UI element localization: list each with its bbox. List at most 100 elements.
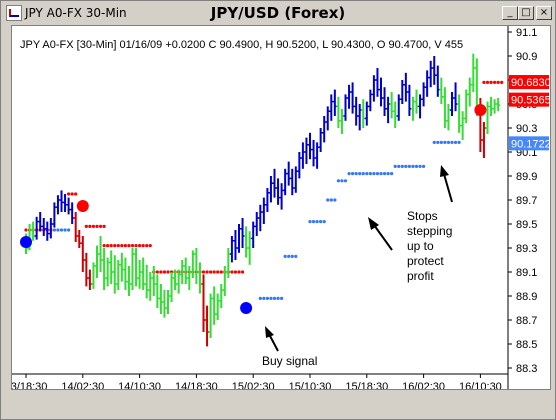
- price-bar: [126, 266, 131, 296]
- price-bar: [435, 65, 440, 97]
- price-tag-box: [509, 92, 549, 107]
- long-stop-dot: [315, 220, 319, 224]
- long-stop-dot: [411, 164, 415, 168]
- price-bar: [272, 168, 277, 198]
- price-bar: [38, 212, 43, 232]
- price-bar: [190, 250, 195, 278]
- stops-arrow-1: [368, 217, 393, 251]
- y-tick-label: 89.7: [516, 195, 537, 207]
- price-bar: [464, 89, 469, 124]
- short-stop-dot: [209, 270, 213, 274]
- short-stop-dot: [113, 244, 117, 248]
- price-bar: [155, 274, 160, 308]
- y-tick-label: 88.5: [516, 339, 537, 351]
- x-tick-label: 13/18:30: [12, 381, 47, 389]
- short-stop-dot: [130, 244, 135, 248]
- short-stop-dot: [138, 244, 142, 248]
- short-stop-dot: [166, 270, 170, 274]
- long-stop-dot: [443, 140, 447, 144]
- price-bar: [187, 266, 192, 290]
- stops-annotation-line-2: stepping: [407, 224, 452, 238]
- short-stop-dot: [237, 270, 241, 274]
- long-stop-dot: [354, 172, 358, 176]
- ohlc-chart[interactable]: JPY A0-FX [30-Min] 01/16/09 +0.0200 C 90…: [5, 26, 551, 393]
- long-stop-dot: [336, 179, 340, 183]
- short-stop-dot: [155, 270, 159, 274]
- long-stop-dot: [407, 164, 411, 168]
- short-stop-dot: [489, 80, 493, 84]
- short-stop-dot: [500, 80, 504, 84]
- price-bar: [446, 104, 451, 131]
- short-stop-dot: [84, 224, 88, 228]
- price-bar: [265, 188, 270, 212]
- price-bar: [485, 101, 490, 134]
- short-stop-dot: [230, 270, 234, 274]
- price-bar: [102, 248, 107, 290]
- y-tick-label: 90.9: [516, 51, 537, 63]
- maximize-button[interactable]: □: [518, 6, 534, 20]
- long-stop-dot: [290, 254, 294, 258]
- long-stop-dot: [453, 140, 458, 144]
- price-bar: [300, 142, 305, 169]
- price-bar: [80, 236, 85, 272]
- minimize-button[interactable]: _: [502, 6, 518, 20]
- short-stop-dot: [91, 224, 96, 228]
- price-bar: [130, 248, 135, 290]
- price-bar: [162, 290, 167, 318]
- long-stop-dot: [439, 140, 443, 144]
- price-bar: [144, 264, 149, 299]
- short-stop-dot: [216, 270, 220, 274]
- chart-app-icon[interactable]: [6, 5, 22, 21]
- price-bar: [496, 98, 501, 112]
- price-bar: [293, 166, 298, 193]
- price-bar: [31, 221, 36, 241]
- long-stop-dot: [457, 140, 461, 144]
- price-bar: [428, 60, 433, 88]
- price-bar: [489, 96, 494, 116]
- price-bar: [194, 248, 199, 284]
- price-bar: [258, 204, 263, 232]
- price-bar: [283, 168, 288, 196]
- short-stop-dot: [141, 244, 145, 248]
- price-bar: [48, 218, 53, 239]
- long-stop-dot: [272, 296, 277, 300]
- y-tick-label: 91.1: [516, 27, 537, 39]
- price-bar: [492, 99, 497, 114]
- buy-signal-marker: [20, 236, 32, 248]
- long-stop-dot: [351, 172, 355, 176]
- price-tag-box: [509, 75, 549, 90]
- price-bar: [141, 257, 146, 290]
- close-button[interactable]: ×: [536, 6, 552, 20]
- short-stop-dot: [496, 80, 500, 84]
- price-bar: [244, 226, 249, 258]
- price-bar: [91, 262, 96, 289]
- price-bar: [442, 87, 447, 128]
- price-bar: [109, 250, 114, 284]
- price-bar: [237, 224, 241, 253]
- long-stop-dot: [59, 228, 64, 232]
- price-bar: [432, 56, 437, 85]
- short-stop-dot: [70, 192, 74, 196]
- price-bar: [116, 260, 121, 290]
- plot-area[interactable]: JPY A0-FX [30-Min] 01/16/09 +0.0200 C 90…: [5, 25, 551, 393]
- stops-annotation-line-5: profit: [407, 269, 434, 283]
- price-tag: 90.5365: [509, 92, 551, 107]
- price-bar: [166, 290, 170, 314]
- price-bar: [410, 96, 415, 121]
- price-bar: [59, 190, 64, 212]
- long-stop-dot: [63, 228, 67, 232]
- long-stop-dot: [343, 179, 348, 183]
- price-bar: [425, 70, 430, 97]
- long-stop-dot: [450, 140, 454, 144]
- price-bar: [453, 82, 458, 112]
- long-stop-dot: [365, 172, 369, 176]
- long-stop-dot: [432, 140, 436, 144]
- price-bar: [251, 221, 256, 248]
- long-stop-dot: [311, 220, 316, 224]
- price-bar: [393, 101, 398, 128]
- short-stop-dot: [102, 244, 106, 248]
- y-tick-label: 88.9: [516, 291, 537, 303]
- title-bar[interactable]: JPY A0-FX 30-Min JPY/USD (Forex) _ □ ×: [3, 3, 553, 23]
- short-stop-dot: [127, 244, 131, 248]
